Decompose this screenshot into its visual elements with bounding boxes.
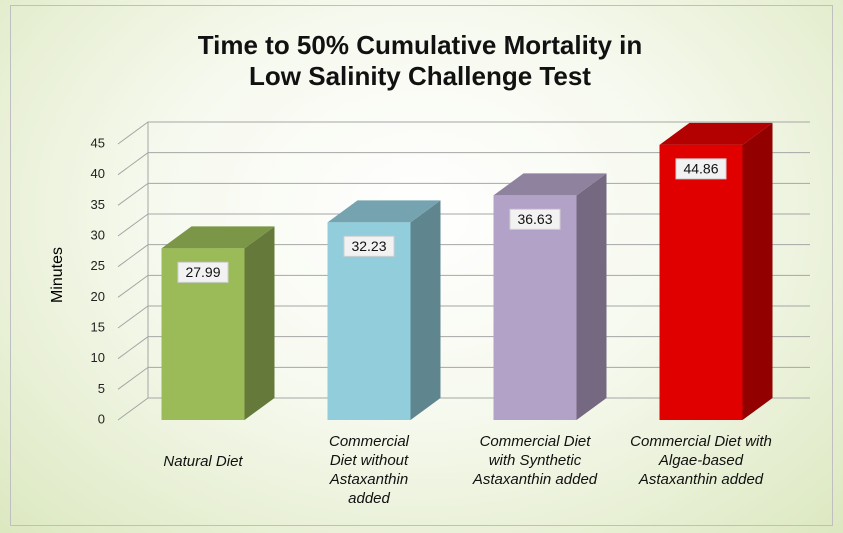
value-label: 36.63 — [517, 211, 552, 227]
frame — [10, 5, 833, 526]
value-label: 44.86 — [683, 161, 718, 177]
x-tick-label: Natural Diet — [163, 453, 243, 470]
bar-top — [327, 200, 441, 223]
value-label: 32.23 — [351, 238, 386, 254]
y-tick-label: 15 — [91, 319, 105, 334]
y-tick-label: 25 — [91, 258, 105, 273]
bar-side — [244, 226, 275, 420]
bar-side — [742, 122, 773, 420]
x-tick-label: Commercial Diet with Synthetic Astaxanth… — [472, 433, 598, 488]
bar-top — [659, 122, 773, 145]
x-tick-label: Commercial Diet without Astaxanthin adde… — [328, 433, 409, 507]
y-tick-label: 30 — [91, 227, 105, 242]
value-label-box — [675, 158, 727, 180]
y-tick-label: 45 — [91, 135, 105, 150]
y-tick-label: 10 — [91, 350, 105, 365]
grid-line — [117, 121, 810, 145]
bar-side — [410, 200, 441, 420]
bar — [659, 144, 743, 420]
y-tick-label: 5 — [98, 381, 105, 396]
value-label-box — [343, 235, 395, 257]
y-axis-title: Minutes — [49, 247, 66, 303]
bar — [493, 195, 577, 420]
value-label-box — [509, 208, 561, 230]
y-tick-label: 0 — [98, 411, 105, 426]
value-label: 27.99 — [185, 264, 220, 280]
x-tick-label: Commercial Diet with Algae-based Astaxan… — [630, 433, 772, 488]
y-tick-label: 20 — [91, 289, 105, 304]
bar-side — [576, 173, 607, 420]
y-tick-label: 35 — [91, 197, 105, 212]
grid-line — [117, 152, 810, 176]
bar-top — [493, 173, 607, 196]
y-tick-label: 40 — [91, 166, 105, 181]
chart-title: Time to 50% Cumulative Mortality in Low … — [197, 30, 643, 91]
bar-top — [161, 226, 275, 249]
value-label-box — [177, 261, 229, 283]
